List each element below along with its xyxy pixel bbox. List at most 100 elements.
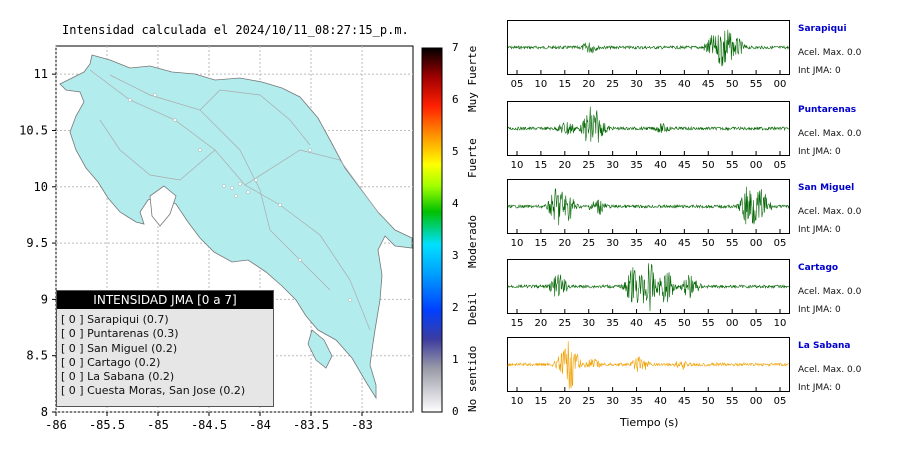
station-int-jma: Int JMA: 0 (798, 225, 841, 235)
seismogram-tick-label: 05 (750, 318, 763, 329)
colorbar-tick-label: 0 (452, 405, 459, 418)
waveform-trace (507, 341, 790, 390)
map-x-tick-labels: -86 -85.5 -85 -84.5 -84 -83.5 -83 (45, 412, 373, 432)
seismogram-la-sabana: 10 15 20 25 30 35 40 45 50 55 00 05 (507, 337, 790, 407)
station-acel-max: Acel. Max. 0.0 (798, 287, 862, 297)
seismogram-sarapiqui: 05 10 15 20 25 30 35 40 45 50 55 00 (507, 20, 790, 90)
town-marker (254, 178, 258, 182)
intensity-colorbar (421, 47, 443, 413)
seismogram-tick-label: 55 (726, 160, 739, 171)
seismogram-tick-label: 25 (606, 79, 619, 90)
seismogram-tick-label: 35 (630, 238, 643, 249)
map-x-tick-label: -84.5 (191, 418, 227, 432)
seismogram-tick-label: 20 (558, 238, 571, 249)
town-marker (278, 203, 282, 207)
seismogram-tick-label: 40 (630, 318, 643, 329)
seismogram-tick-label: 20 (535, 318, 548, 329)
town-marker (238, 182, 242, 186)
seismogram-tick-label: 35 (630, 160, 643, 171)
seismogram-san-miguel: 10 15 20 25 30 35 40 45 50 55 00 05 (507, 179, 790, 249)
colorbar-tick-label: 1 (452, 353, 459, 366)
seismogram-tick-label: 50 (702, 396, 715, 407)
seismogram-tick-label: 15 (511, 318, 524, 329)
seismogram-tick-label: 50 (702, 238, 715, 249)
seismogram-tick-label: 45 (654, 318, 667, 329)
town-marker (234, 194, 238, 198)
station-name: Cartago (798, 263, 839, 273)
seismogram-tick-label: 15 (535, 396, 548, 407)
seismogram-tick-label: 35 (606, 318, 619, 329)
seismogram-tick-label: 40 (654, 396, 667, 407)
colorbar-tick-label: 3 (452, 249, 459, 262)
seismogram-tick-label: 45 (678, 396, 691, 407)
map-x-tick-label: -86 (45, 418, 67, 432)
map-y-tick-label: 10 (34, 180, 48, 194)
town-marker (230, 186, 234, 190)
map-x-tick-label: -85.5 (89, 418, 125, 432)
nicoya-gulf (149, 185, 177, 227)
station-acel-max: Acel. Max. 0.0 (798, 48, 862, 58)
town-marker (128, 98, 132, 102)
seismogram-tick-label: 10 (535, 79, 548, 90)
legend-item: [ 0 ] La Sabana (0.2) (61, 370, 175, 384)
map-y-tick-label: 10.5 (19, 123, 48, 137)
seismogram-tick-label: 35 (654, 79, 667, 90)
colorbar-tick-label: 6 (452, 93, 459, 106)
station-name: La Sabana (798, 341, 851, 351)
seismogram-tick-label: 35 (630, 396, 643, 407)
legend-item: [ 0 ] Cartago (0.2) (61, 355, 161, 369)
seismogram-tick-label: 10 (511, 396, 524, 407)
station-int-jma: Int JMA: 0 (798, 66, 841, 76)
seismogram-tick-label: 00 (750, 160, 763, 171)
seismogram-tick-label: 00 (774, 79, 787, 90)
intensity-legend: INTENSIDAD JMA [0 a 7] [ 0 ] Sarapiqui (… (56, 290, 274, 407)
seismogram-tick-label: 20 (558, 396, 571, 407)
seismogram-frame (507, 337, 790, 392)
legend-item: [ 0 ] Sarapiqui (0.7) (61, 313, 169, 326)
seismogram-tick-label: 15 (535, 238, 548, 249)
osa-peninsula (307, 329, 333, 369)
time-axis-label: Tiempo (s) (620, 416, 679, 429)
legend-item: [ 0 ] Puntarenas (0.3) (61, 327, 179, 341)
seismogram-tick-label: 05 (774, 396, 787, 407)
colorbar-category-label: No sentido (466, 345, 479, 412)
colorbar-category-label: Moderado (466, 215, 479, 268)
map-y-tick-label: 9 (41, 292, 48, 306)
colorbar-gradient (421, 47, 443, 413)
town-marker (173, 118, 177, 122)
seismogram-tick-label: 10 (511, 160, 524, 171)
seismogram-tick-label: 40 (654, 238, 667, 249)
seismogram-tick-label: 30 (582, 318, 595, 329)
seismogram-tick-label: 05 (774, 238, 787, 249)
map-x-tick-label: -85 (147, 418, 169, 432)
town-marker (298, 258, 302, 262)
seismogram-puntarenas: 10 15 20 25 30 35 40 45 50 55 00 05 (507, 101, 790, 171)
town-marker (198, 148, 202, 152)
legend-item: [ 0 ] San Miguel (0.2) (61, 341, 178, 355)
station-acel-max: Acel. Max. 0.0 (798, 365, 862, 375)
seismogram-tick-label: 50 (726, 79, 739, 90)
seismogram-tick-label: 10 (774, 318, 787, 329)
seismogram-tick-label: 40 (678, 79, 691, 90)
seismogram-tick-label: 15 (535, 160, 548, 171)
seismogram-tick-label: 25 (582, 160, 595, 171)
station-name: Sarapiqui (798, 24, 847, 34)
station-name: Puntarenas (798, 105, 857, 115)
seismogram-tick-label: 15 (558, 79, 571, 90)
map-y-tick-label: 9.5 (26, 236, 48, 250)
colorbar-tick-label: 7 (452, 41, 459, 54)
seismogram-tick-label: 55 (750, 79, 763, 90)
seismogram-tick-label: 20 (582, 79, 595, 90)
town-marker (308, 148, 312, 152)
road-network (89, 69, 381, 331)
legend-item: [ 0 ] Cuesta Moras, San Jose (0.2) (61, 384, 246, 398)
waveform-trace (507, 106, 790, 143)
map-y-tick-label: 8.5 (26, 349, 48, 363)
town-marker (153, 93, 157, 97)
waveform-trace (507, 263, 790, 312)
seismogram-tick-label: 00 (726, 318, 739, 329)
seismogram-tick-label: 55 (726, 238, 739, 249)
map-x-tick-label: -84 (249, 418, 271, 432)
costa-rica-land (59, 54, 413, 400)
map-x-tick-label: -83 (351, 418, 373, 432)
